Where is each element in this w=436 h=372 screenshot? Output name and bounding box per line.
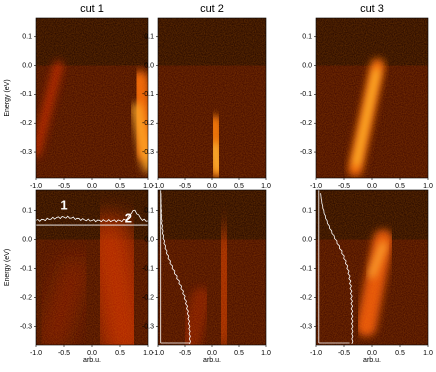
x-tick-label: 1.0 [423, 350, 433, 357]
x-tick-label: -1.0 [30, 350, 42, 357]
x-tick-label: 1.0 [261, 183, 271, 190]
y-tick-label: -0.1 [142, 91, 154, 98]
x-tick-label: 0.0 [207, 350, 217, 357]
x-tick-label: 1.0 [261, 350, 271, 357]
y-tick-label: -0.2 [20, 120, 32, 127]
y-tick-label: -0.2 [142, 294, 154, 301]
y-tick-label: -0.2 [142, 120, 154, 127]
x-tick-label: 0.0 [367, 183, 377, 190]
y-tick-label: -0.3 [300, 323, 312, 330]
x-tick-label: -0.5 [179, 350, 191, 357]
heatmap [158, 190, 266, 345]
x-axis-label: arb.u. [203, 357, 221, 364]
y-tick-label: 0.0 [144, 62, 154, 69]
panel: -1.0 -0.5 0.0 0.5 1.0 0.1 0.0 -0.1 -0.2 -0.3 cut 1… [4, 3, 153, 190]
y-tick-label: -0.1 [20, 91, 32, 98]
heatmap [158, 18, 266, 178]
x-tick-label: -0.5 [58, 183, 70, 190]
panel: -1.0 -0.5 0.0 0.5 1.0 0.1 0.0 -0.1 -0.2 -0.3 cut 3… [300, 3, 433, 197]
x-tick-label: 0.5 [234, 350, 244, 357]
y-tick-label: 0.0 [144, 236, 154, 243]
annotation: 2 [125, 211, 132, 226]
panel-title: cut 1 [80, 3, 104, 15]
y-tick-label: 0.0 [22, 62, 32, 69]
y-axis-label: Energy (eV) [4, 249, 11, 286]
x-tick-label: 0.5 [395, 350, 405, 357]
x-axis-label: arb.u. [363, 357, 381, 364]
heatmap-noise [316, 18, 428, 178]
panel: -1.0 -0.5 0.0 0.5 1.0 0.1 0.0 -0.1 -0.2 -0.3 arb.u… [300, 189, 433, 364]
annotation: 1 [60, 198, 67, 213]
x-tick-label: 0.5 [395, 183, 405, 190]
x-tick-label: 0.5 [115, 350, 125, 357]
x-tick-label: 1.0 [423, 183, 433, 190]
y-tick-label: 0.1 [302, 207, 312, 214]
panel: -1.0 -0.5 0.0 0.5 1.0 0.1 0.0 -0.1 -0.2 -0.3 cut 2… [142, 3, 271, 197]
y-tick-label: -0.3 [20, 149, 32, 156]
heatmap-noise [316, 190, 428, 345]
heatmap [316, 190, 428, 345]
y-tick-label: -0.2 [300, 120, 312, 127]
x-tick-label: 0.0 [367, 350, 377, 357]
panel-title: cut 3 [360, 3, 384, 15]
y-tick-label: -0.1 [20, 265, 32, 272]
x-tick-label: 0.0 [87, 183, 97, 190]
y-tick-label: -0.2 [300, 294, 312, 301]
y-tick-label: -0.1 [142, 265, 154, 272]
x-tick-label: -0.5 [338, 350, 350, 357]
profile-curve [36, 209, 148, 223]
y-tick-label: 0.1 [22, 207, 32, 214]
y-tick-label: -0.3 [20, 323, 32, 330]
x-tick-label: -0.5 [58, 350, 70, 357]
y-tick-label: 0.1 [144, 207, 154, 214]
heatmap-noise [158, 190, 266, 345]
x-tick-label: 1.0 [143, 350, 153, 357]
x-tick-label: -1.0 [152, 350, 164, 357]
x-tick-label: 0.5 [115, 183, 125, 190]
x-tick-label: -0.5 [179, 183, 191, 190]
heatmap-noise [36, 190, 148, 345]
panel: 1 2 -1.0 -0.5 0.0 0.5 1.0 0.1 0.0 -0.1 -0.2 -0.3 arb… [4, 189, 153, 364]
x-tick-label: -1.0 [152, 183, 164, 190]
heatmap-noise [158, 18, 266, 178]
y-tick-label: -0.3 [300, 149, 312, 156]
panel: -1.0 -0.5 0.0 0.5 1.0 0.1 0.0 -0.1 -0.2 -0.3 arb.u… [142, 189, 271, 364]
y-tick-label: -0.1 [300, 265, 312, 272]
y-tick-label: 0.0 [302, 62, 312, 69]
heatmap [36, 190, 148, 345]
heatmap [36, 18, 148, 178]
heatmap-noise [36, 18, 148, 178]
x-tick-label: -1.0 [310, 350, 322, 357]
y-axis-label: Energy (eV) [4, 79, 11, 116]
x-tick-label: 1.0 [143, 183, 153, 190]
panel-title: cut 2 [200, 3, 224, 15]
x-tick-label: -1.0 [310, 183, 322, 190]
y-tick-label: -0.2 [20, 294, 32, 301]
y-tick-label: 0.1 [302, 34, 312, 41]
y-tick-label: -0.3 [142, 149, 154, 156]
y-tick-label: 0.1 [144, 34, 154, 41]
x-tick-label: 0.5 [234, 183, 244, 190]
x-axis-label: arb.u. [83, 357, 101, 364]
y-tick-label: 0.0 [22, 236, 32, 243]
x-tick-label: -1.0 [30, 183, 42, 190]
x-tick-label: 0.0 [87, 350, 97, 357]
x-tick-label: -0.5 [338, 183, 350, 190]
y-tick-label: 0.1 [22, 34, 32, 41]
y-tick-label: -0.3 [142, 323, 154, 330]
x-tick-label: 0.0 [207, 183, 217, 190]
edc-curve [320, 193, 354, 344]
y-tick-label: -0.1 [300, 91, 312, 98]
heatmap [316, 18, 428, 178]
edc-curve [160, 193, 191, 344]
y-tick-label: 0.0 [302, 236, 312, 243]
